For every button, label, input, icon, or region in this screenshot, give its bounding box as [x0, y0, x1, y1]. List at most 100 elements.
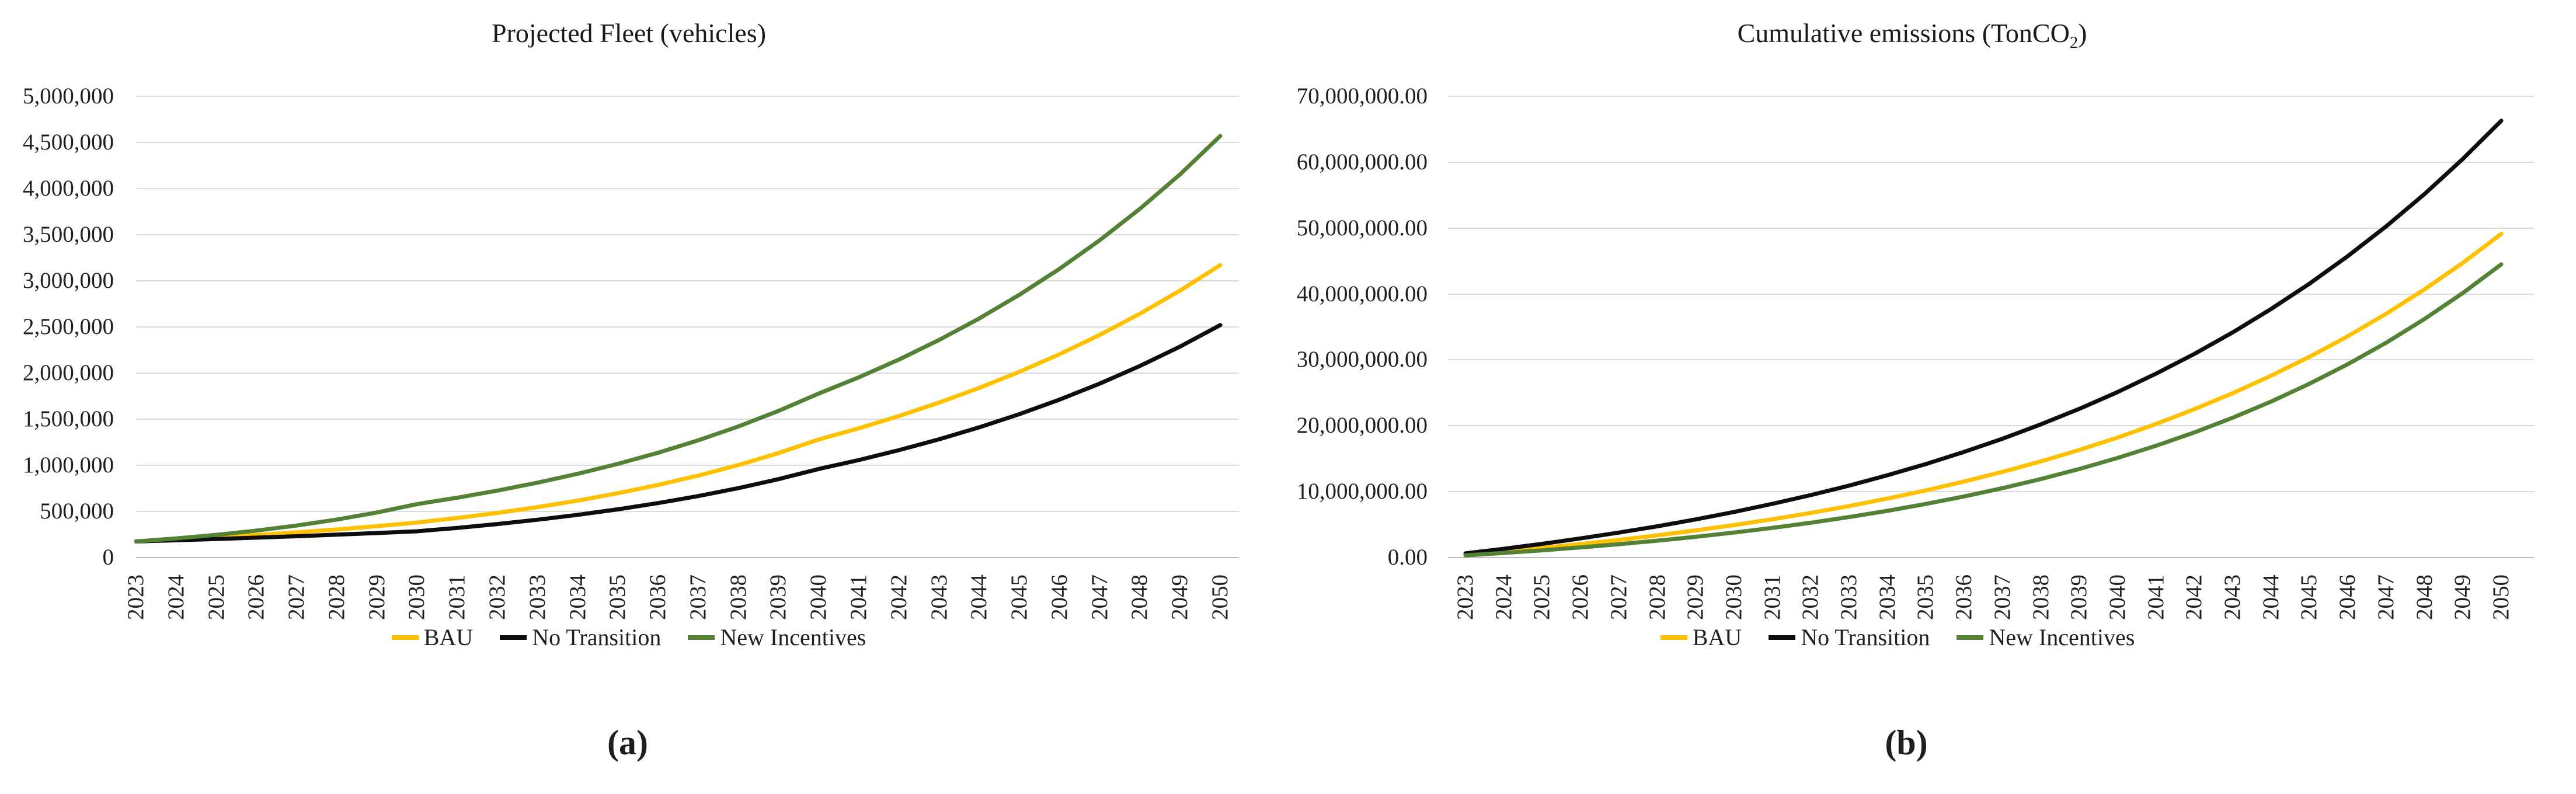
x-axis-tick-label: 2024 [163, 574, 189, 620]
x-axis-tick-label: 2047 [1087, 574, 1112, 620]
gridline [136, 96, 1239, 97]
x-axis-tick-label: 2028 [1644, 574, 1670, 620]
projected-fleet-plot [134, 134, 1223, 544]
x-axis-tick-label: 2039 [765, 574, 791, 620]
gridline [1448, 161, 2534, 163]
x-axis-tick-label: 2026 [1568, 574, 1593, 620]
x-axis-tick-label: 2035 [1913, 574, 1938, 620]
gridline [1448, 359, 2534, 361]
gridline [136, 372, 1239, 374]
x-axis-tick-label: 2027 [1606, 574, 1631, 620]
y-axis-tick-label: 60,000,000.00 [1296, 149, 1428, 175]
legend-label: No Transition [1801, 624, 1930, 650]
x-axis-tick-label: 2037 [685, 574, 711, 620]
x-axis-tick-label: 2050 [1207, 574, 1233, 620]
x-axis-tick-label: 2041 [2143, 574, 2168, 620]
gridline [136, 511, 1239, 512]
x-axis-tick-label: 2034 [1874, 574, 1900, 620]
x-axis-tick-label: 2044 [2258, 574, 2283, 620]
x-axis-tick-label: 2039 [2066, 574, 2092, 620]
x-axis-tick-label: 2026 [243, 574, 269, 620]
x-axis-tick-label: 2048 [2411, 574, 2437, 620]
gridline [1448, 227, 2534, 229]
y-axis-tick-label: 2,500,000 [23, 314, 114, 339]
x-axis-tick-label: 2030 [404, 574, 430, 620]
legend-item-no-transition: No Transition [1769, 624, 1930, 651]
y-axis-tick-label: 0 [102, 545, 114, 570]
legend-label: BAU [423, 624, 474, 650]
x-axis-tick-label: 2033 [1836, 574, 1862, 620]
series-line-no-transition [1463, 119, 2504, 556]
x-axis-tick-label: 2037 [1989, 574, 2015, 620]
gridline [136, 326, 1239, 328]
gridline [136, 280, 1239, 281]
series-line-bau [1463, 232, 2504, 557]
gridline [136, 234, 1239, 235]
caption-b: (b) [1885, 723, 1928, 762]
x-axis-tick-label: 2043 [2220, 574, 2246, 620]
x-axis-tick-label: 2023 [1453, 574, 1478, 620]
x-axis-tick-label: 2032 [485, 574, 510, 620]
x-axis-tick-label: 2049 [1167, 574, 1193, 620]
y-axis-tick-label: 3,500,000 [23, 222, 114, 247]
y-axis-tick-label: 20,000,000.00 [1296, 413, 1428, 438]
x-axis-tick-label: 2046 [2335, 574, 2361, 620]
y-axis-tick-label: 40,000,000.00 [1296, 281, 1428, 307]
x-axis-tick-label: 2042 [2181, 574, 2207, 620]
gridline [136, 188, 1239, 189]
chart-title-a-text: Projected Fleet (vehicles) [491, 18, 767, 48]
chart-title-b-text: Cumulative emissions (TonCO [1737, 18, 2070, 48]
x-axis-tick-label: 2036 [1951, 574, 1977, 620]
chart-title-b-suffix: ) [2078, 18, 2087, 48]
x-axis-tick-label: 2049 [2450, 574, 2476, 620]
x-axis-tick-label: 2031 [444, 574, 470, 620]
legend-swatch-bau [1660, 635, 1687, 640]
x-axis-tick-label: 2043 [926, 574, 952, 620]
y-axis-tick-label: 5,000,000 [23, 83, 114, 109]
y-axis-tick-label: 70,000,000.00 [1296, 83, 1428, 109]
series-line-new-incentives [1463, 262, 2504, 558]
gridline [1448, 293, 2534, 295]
x-axis-tick-label: 2038 [725, 574, 751, 620]
series-line-new-incentives [134, 134, 1223, 544]
x-axis-tick-label: 2038 [2028, 574, 2053, 620]
x-axis-tick-label: 2040 [2104, 574, 2130, 620]
x-axis-line [1448, 557, 2534, 558]
x-axis-tick-label: 2045 [1007, 574, 1032, 620]
gridline [136, 465, 1239, 466]
x-axis-tick-label: 2044 [966, 574, 992, 620]
legend-item-new-incentives: New Incentives [688, 624, 866, 651]
y-axis-tick-label: 0.00 [1387, 545, 1428, 570]
caption-a: (a) [607, 723, 648, 762]
legend-item-no-transition: No Transition [500, 624, 661, 651]
gridline [1448, 425, 2534, 427]
x-axis-tick-label: 2031 [1759, 574, 1785, 620]
legend-label: New Incentives [1989, 624, 2135, 650]
legend-swatch-new-incentives [1957, 635, 1984, 640]
x-axis-line [136, 557, 1239, 558]
legend-swatch-no-transition [1769, 635, 1796, 640]
y-axis-tick-label: 4,500,000 [23, 130, 114, 155]
legend-item-new-incentives: New Incentives [1957, 624, 2135, 651]
chart-title-cumulative-emissions: Cumulative emissions (TonCO2) [1445, 18, 2379, 53]
x-axis-tick-label: 2042 [886, 574, 911, 620]
legend-swatch-no-transition [500, 635, 527, 640]
x-axis-tick-label: 2023 [123, 574, 148, 620]
x-axis-tick-label: 2025 [203, 574, 229, 620]
legend-label: New Incentives [720, 624, 866, 650]
x-axis-tick-label: 2025 [1529, 574, 1555, 620]
gridline [136, 142, 1239, 143]
series-line-bau [134, 263, 1223, 544]
x-axis-tick-label: 2040 [806, 574, 831, 620]
x-axis-tick-label: 2041 [846, 574, 871, 620]
y-axis-tick-label: 10,000,000.00 [1296, 479, 1428, 504]
legend-item-bau: BAU [1660, 624, 1742, 651]
legend-item-bau: BAU [391, 624, 474, 651]
legend-label: BAU [1692, 624, 1742, 650]
x-axis-tick-label: 2034 [565, 574, 590, 620]
x-axis-tick-label: 2046 [1046, 574, 1072, 620]
y-axis-tick-label: 3,000,000 [23, 268, 114, 293]
y-axis-tick-label: 500,000 [40, 499, 114, 524]
x-axis-tick-label: 2032 [1798, 574, 1823, 620]
